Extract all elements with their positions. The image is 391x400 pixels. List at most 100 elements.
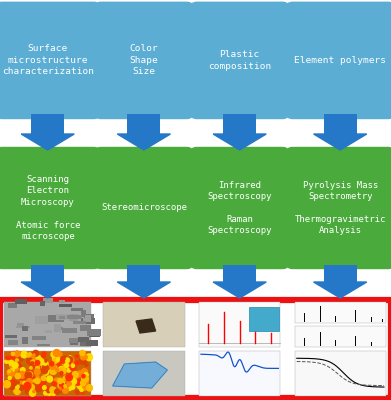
Circle shape xyxy=(30,362,34,367)
Circle shape xyxy=(21,351,27,358)
Circle shape xyxy=(36,366,39,370)
Circle shape xyxy=(14,388,20,394)
Circle shape xyxy=(60,381,65,386)
Circle shape xyxy=(67,382,71,386)
Circle shape xyxy=(81,391,84,394)
Circle shape xyxy=(79,386,82,389)
Polygon shape xyxy=(117,282,170,298)
Circle shape xyxy=(6,356,9,360)
Circle shape xyxy=(62,358,66,362)
Polygon shape xyxy=(213,134,266,150)
FancyBboxPatch shape xyxy=(83,318,89,322)
FancyBboxPatch shape xyxy=(48,315,64,322)
Circle shape xyxy=(68,357,74,363)
Circle shape xyxy=(43,360,47,365)
FancyBboxPatch shape xyxy=(54,324,61,332)
FancyBboxPatch shape xyxy=(5,335,17,338)
Circle shape xyxy=(16,362,21,367)
Circle shape xyxy=(57,361,61,366)
Text: Scanning
Electron
Microscopy

Atomic force
microscope: Scanning Electron Microscopy Atomic forc… xyxy=(16,175,80,241)
Circle shape xyxy=(61,356,65,361)
Circle shape xyxy=(82,374,85,378)
FancyBboxPatch shape xyxy=(31,114,64,134)
Circle shape xyxy=(81,381,88,388)
Circle shape xyxy=(36,376,39,378)
FancyBboxPatch shape xyxy=(81,340,94,346)
Circle shape xyxy=(43,370,48,375)
Circle shape xyxy=(79,382,85,388)
Circle shape xyxy=(68,356,72,359)
Circle shape xyxy=(52,355,59,362)
Circle shape xyxy=(70,378,76,384)
Circle shape xyxy=(58,383,63,388)
Circle shape xyxy=(27,373,34,380)
Circle shape xyxy=(26,372,33,378)
FancyBboxPatch shape xyxy=(0,2,101,119)
Circle shape xyxy=(11,352,16,357)
Circle shape xyxy=(59,358,63,362)
Circle shape xyxy=(41,376,46,380)
Circle shape xyxy=(18,353,23,358)
Circle shape xyxy=(29,355,36,362)
Text: Surface
microstructure
characterization: Surface microstructure characterization xyxy=(2,44,94,76)
Polygon shape xyxy=(117,134,170,150)
Circle shape xyxy=(15,373,19,377)
Circle shape xyxy=(61,359,64,363)
Circle shape xyxy=(67,368,71,372)
Circle shape xyxy=(39,385,43,389)
FancyBboxPatch shape xyxy=(74,320,86,324)
Circle shape xyxy=(37,358,44,365)
FancyBboxPatch shape xyxy=(190,2,290,119)
Circle shape xyxy=(86,354,93,361)
Circle shape xyxy=(69,373,75,379)
Circle shape xyxy=(53,350,60,356)
FancyBboxPatch shape xyxy=(45,330,52,333)
Circle shape xyxy=(16,359,18,362)
Circle shape xyxy=(9,360,14,366)
Circle shape xyxy=(49,376,54,381)
Circle shape xyxy=(29,384,34,390)
Circle shape xyxy=(59,367,63,370)
Circle shape xyxy=(44,391,48,395)
FancyBboxPatch shape xyxy=(199,302,280,346)
Circle shape xyxy=(20,381,25,386)
Circle shape xyxy=(82,375,88,382)
Circle shape xyxy=(63,356,68,362)
Circle shape xyxy=(66,362,71,367)
Circle shape xyxy=(36,386,41,392)
Circle shape xyxy=(24,382,31,390)
FancyBboxPatch shape xyxy=(40,301,45,306)
FancyBboxPatch shape xyxy=(223,114,256,134)
Circle shape xyxy=(30,366,32,369)
Circle shape xyxy=(45,360,47,362)
Circle shape xyxy=(47,390,52,396)
Circle shape xyxy=(59,367,66,374)
FancyBboxPatch shape xyxy=(81,325,91,331)
Circle shape xyxy=(15,374,20,379)
FancyBboxPatch shape xyxy=(71,308,83,310)
FancyBboxPatch shape xyxy=(249,307,279,331)
Circle shape xyxy=(11,352,14,356)
Circle shape xyxy=(76,355,78,358)
Text: Color
Shape
Size: Color Shape Size xyxy=(129,44,158,76)
Circle shape xyxy=(59,383,65,388)
Circle shape xyxy=(10,373,13,377)
Circle shape xyxy=(50,364,56,370)
Circle shape xyxy=(31,360,35,365)
Circle shape xyxy=(55,389,60,394)
Circle shape xyxy=(35,360,40,365)
FancyBboxPatch shape xyxy=(199,351,280,396)
FancyBboxPatch shape xyxy=(295,351,386,396)
Circle shape xyxy=(56,359,59,362)
Circle shape xyxy=(29,390,36,396)
Circle shape xyxy=(72,372,78,378)
Circle shape xyxy=(10,385,14,390)
Polygon shape xyxy=(113,362,167,388)
Circle shape xyxy=(19,385,24,390)
FancyBboxPatch shape xyxy=(69,338,79,342)
Circle shape xyxy=(36,370,39,373)
FancyBboxPatch shape xyxy=(94,2,194,119)
Polygon shape xyxy=(136,319,156,333)
Circle shape xyxy=(19,373,25,380)
FancyBboxPatch shape xyxy=(59,316,65,318)
